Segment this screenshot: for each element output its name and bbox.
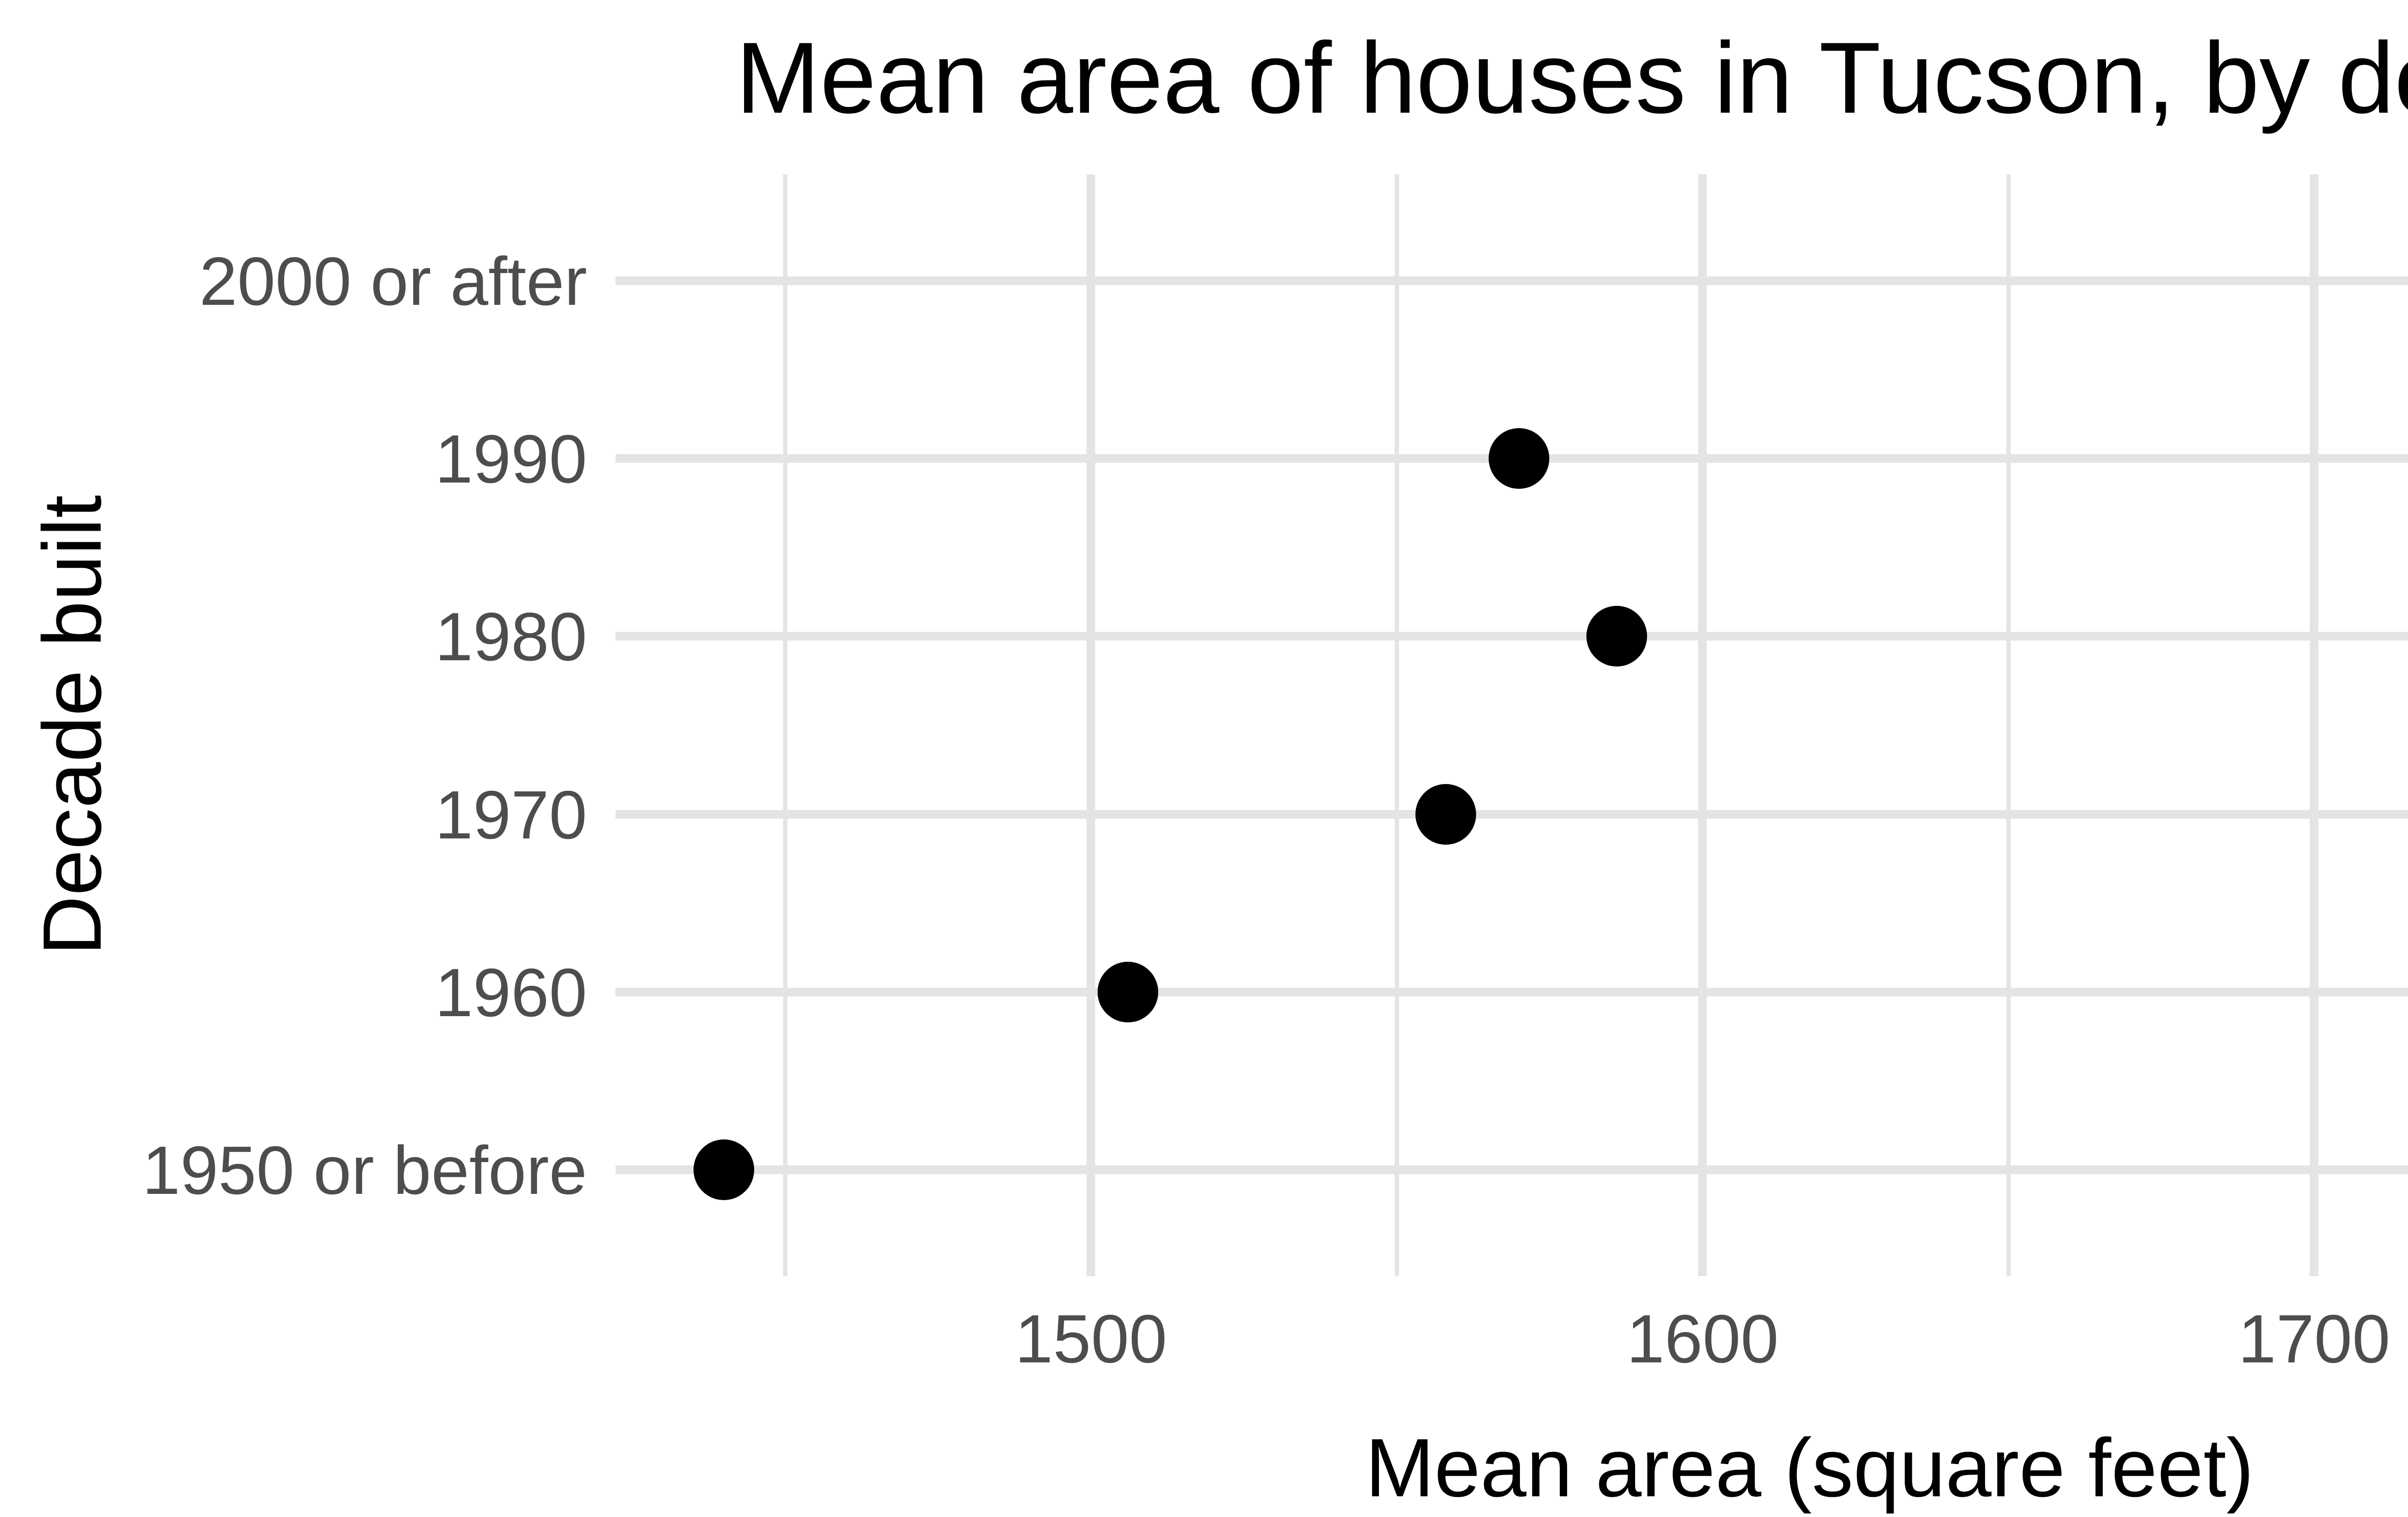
y-tick-label: 1980 [435,599,587,676]
y-tick-label: 1990 [435,421,587,498]
y-gridline [615,632,2408,641]
data-point [1097,961,1158,1022]
data-point [1586,606,1648,667]
chart-title: Mean area of houses in Tucson, by decade… [735,21,2408,134]
y-tick-label: 1970 [435,776,587,853]
x-tick-label: 1700 [2238,1301,2391,1377]
x-minor-gridline [2006,174,2011,1276]
data-point [1415,784,1476,845]
x-tick-label: 1500 [1015,1301,1167,1377]
data-point [1489,428,1550,489]
y-axis-title: Decade built [26,495,118,956]
x-major-gridline [2310,174,2319,1276]
x-axis-title: Mean area (square feet) [1365,1422,2254,1514]
y-gridline [615,987,2408,996]
x-major-gridline [1698,174,1707,1276]
y-gridline [615,276,2408,286]
y-tick-label: 2000 or after [199,243,587,320]
x-tick-label: 1600 [1626,1301,1779,1377]
data-point [694,1139,755,1200]
y-gridline [615,1165,2408,1174]
y-gridline [615,810,2408,819]
x-major-gridline [1086,174,1096,1276]
x-minor-gridline [783,174,787,1276]
y-tick-label: 1960 [435,954,587,1031]
x-minor-gridline [1394,174,1399,1276]
y-tick-label: 1950 or before [142,1132,587,1209]
